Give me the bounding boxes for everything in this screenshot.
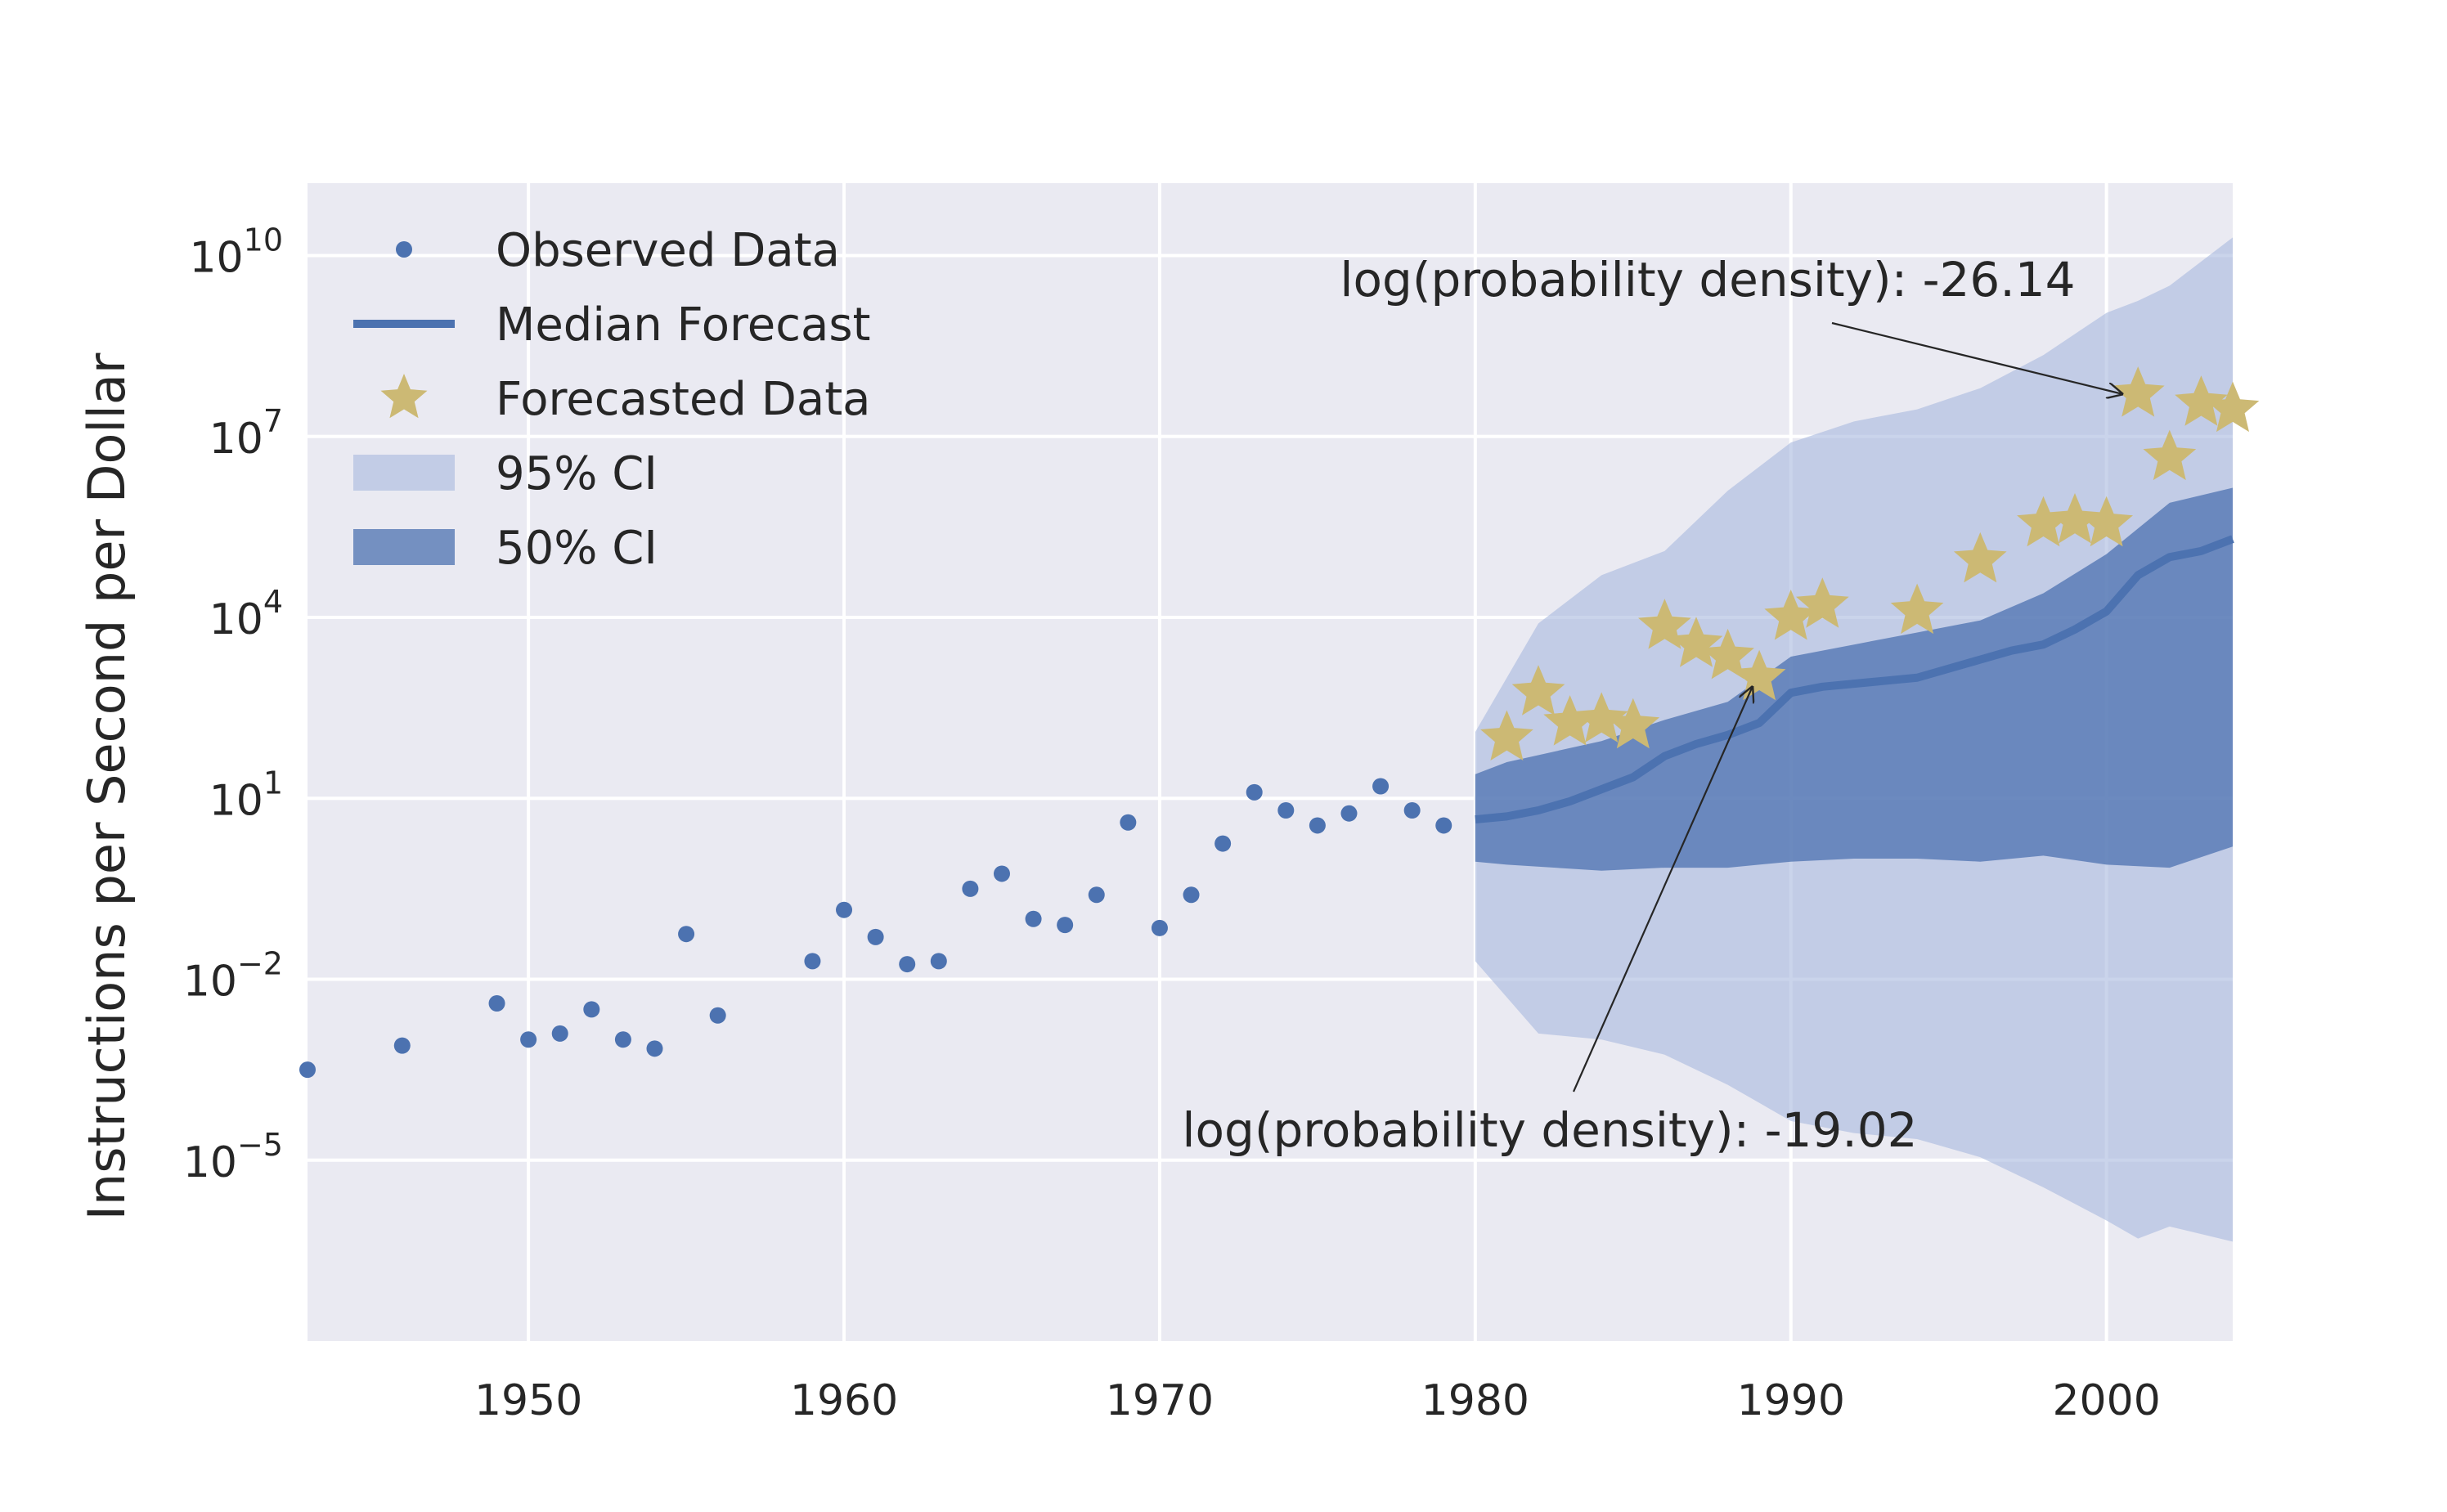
forecasted-point [1764,590,1818,640]
observed-point [962,880,979,897]
observed-point [1088,886,1105,904]
observed-point [1340,805,1358,822]
x-tick-label: 1950 [474,1376,582,1425]
forecasted-point [1480,710,1533,760]
y-tick-label: 101 [209,765,283,825]
observed-point [930,953,947,970]
observed-point [551,1025,568,1042]
observed-point [709,1007,726,1024]
forecasted-point [1543,695,1596,746]
observed-point [1403,802,1421,819]
forecasted-point [2206,381,2260,433]
y-tick-label: 107 [209,403,283,464]
legend: Observed Data Median Forecast Forecasted D… [353,224,870,575]
observed-point [1246,783,1263,801]
forecasted-point [2111,366,2165,417]
y-axis-ticks: 1010 107 104 101 10−2 10−5 [183,222,283,1187]
y-tick-label: 10−5 [183,1127,283,1187]
observed-point [1120,814,1137,831]
y-tick-label: 1010 [189,222,283,283]
observed-point [1215,835,1232,852]
forecasted-point [2080,496,2133,547]
annotation-arrow-upper [1831,321,2123,394]
observed-point [488,995,505,1012]
x-axis-ticks: 1950 1960 1970 1980 1990 2000 [474,1376,2161,1425]
forecasted-point [1953,532,2007,583]
forecasted-point [1606,698,1660,749]
observed-point [583,1001,600,1018]
ci50-band [1475,487,2233,871]
annotation-text-upper: log(probability density): -26.14 [1340,252,2075,307]
legend-star-marker [380,374,428,419]
x-tick-label: 1970 [1106,1376,1214,1425]
observed-data-layer [299,778,1452,1079]
legend-label-forecasted: Forecasted Data [496,373,870,426]
legend-observed-marker [396,241,412,258]
x-tick-label: 1980 [1421,1376,1529,1425]
observed-point [1151,919,1168,936]
forecasted-point [1701,628,1754,680]
forecasted-point [2175,375,2228,426]
confidence-bands [1475,237,2233,1242]
observed-point [1309,817,1326,834]
forecasted-point [2017,496,2070,547]
observed-point [1435,817,1452,834]
observed-point [678,926,695,943]
forecasted-point [2143,429,2197,481]
observed-point [1025,910,1042,927]
legend-ci50-swatch [353,529,455,565]
observed-point [299,1061,316,1079]
x-tick-label: 1990 [1737,1376,1845,1425]
observed-point [899,956,916,973]
legend-label-ci50: 50% CI [496,522,658,575]
legend-label-observed: Observed Data [496,224,840,277]
annotations: log(probability density): -26.14 log(prob… [1182,252,2123,1158]
observed-point [1372,778,1390,795]
y-tick-label: 10−2 [183,946,283,1007]
forecasted-data-layer [1480,366,2260,760]
legend-ci95-swatch [353,455,455,491]
observed-point [836,901,853,918]
forecasted-point [1796,577,1849,628]
legend-label-median: Median Forecast [496,298,870,352]
legend-label-ci95: 95% CI [496,447,658,500]
median-forecast-line [1475,535,2234,824]
forecasted-point [1511,665,1565,716]
annotation-arrow-lower [1572,686,1753,1092]
observed-point [614,1031,631,1048]
forecasted-point [1574,692,1628,743]
annotation-text-lower: log(probability density): -19.02 [1182,1102,1917,1158]
observed-point [993,865,1010,882]
observed-point [804,953,821,970]
observed-point [1057,917,1074,934]
forecasted-point [2048,493,2102,544]
observed-point [867,928,884,945]
observed-point [393,1037,411,1054]
observed-point [520,1031,537,1048]
x-tick-label: 2000 [2052,1376,2160,1425]
y-tick-label: 104 [209,584,283,644]
x-tick-label: 1960 [790,1376,898,1425]
observed-point [1277,802,1295,819]
forecasted-point [1890,583,1944,635]
median-forecast-layer [1475,535,2234,824]
observed-point [646,1040,663,1057]
observed-point [1183,886,1200,904]
y-axis-label: Instructions per Second per Dollar [77,352,137,1220]
